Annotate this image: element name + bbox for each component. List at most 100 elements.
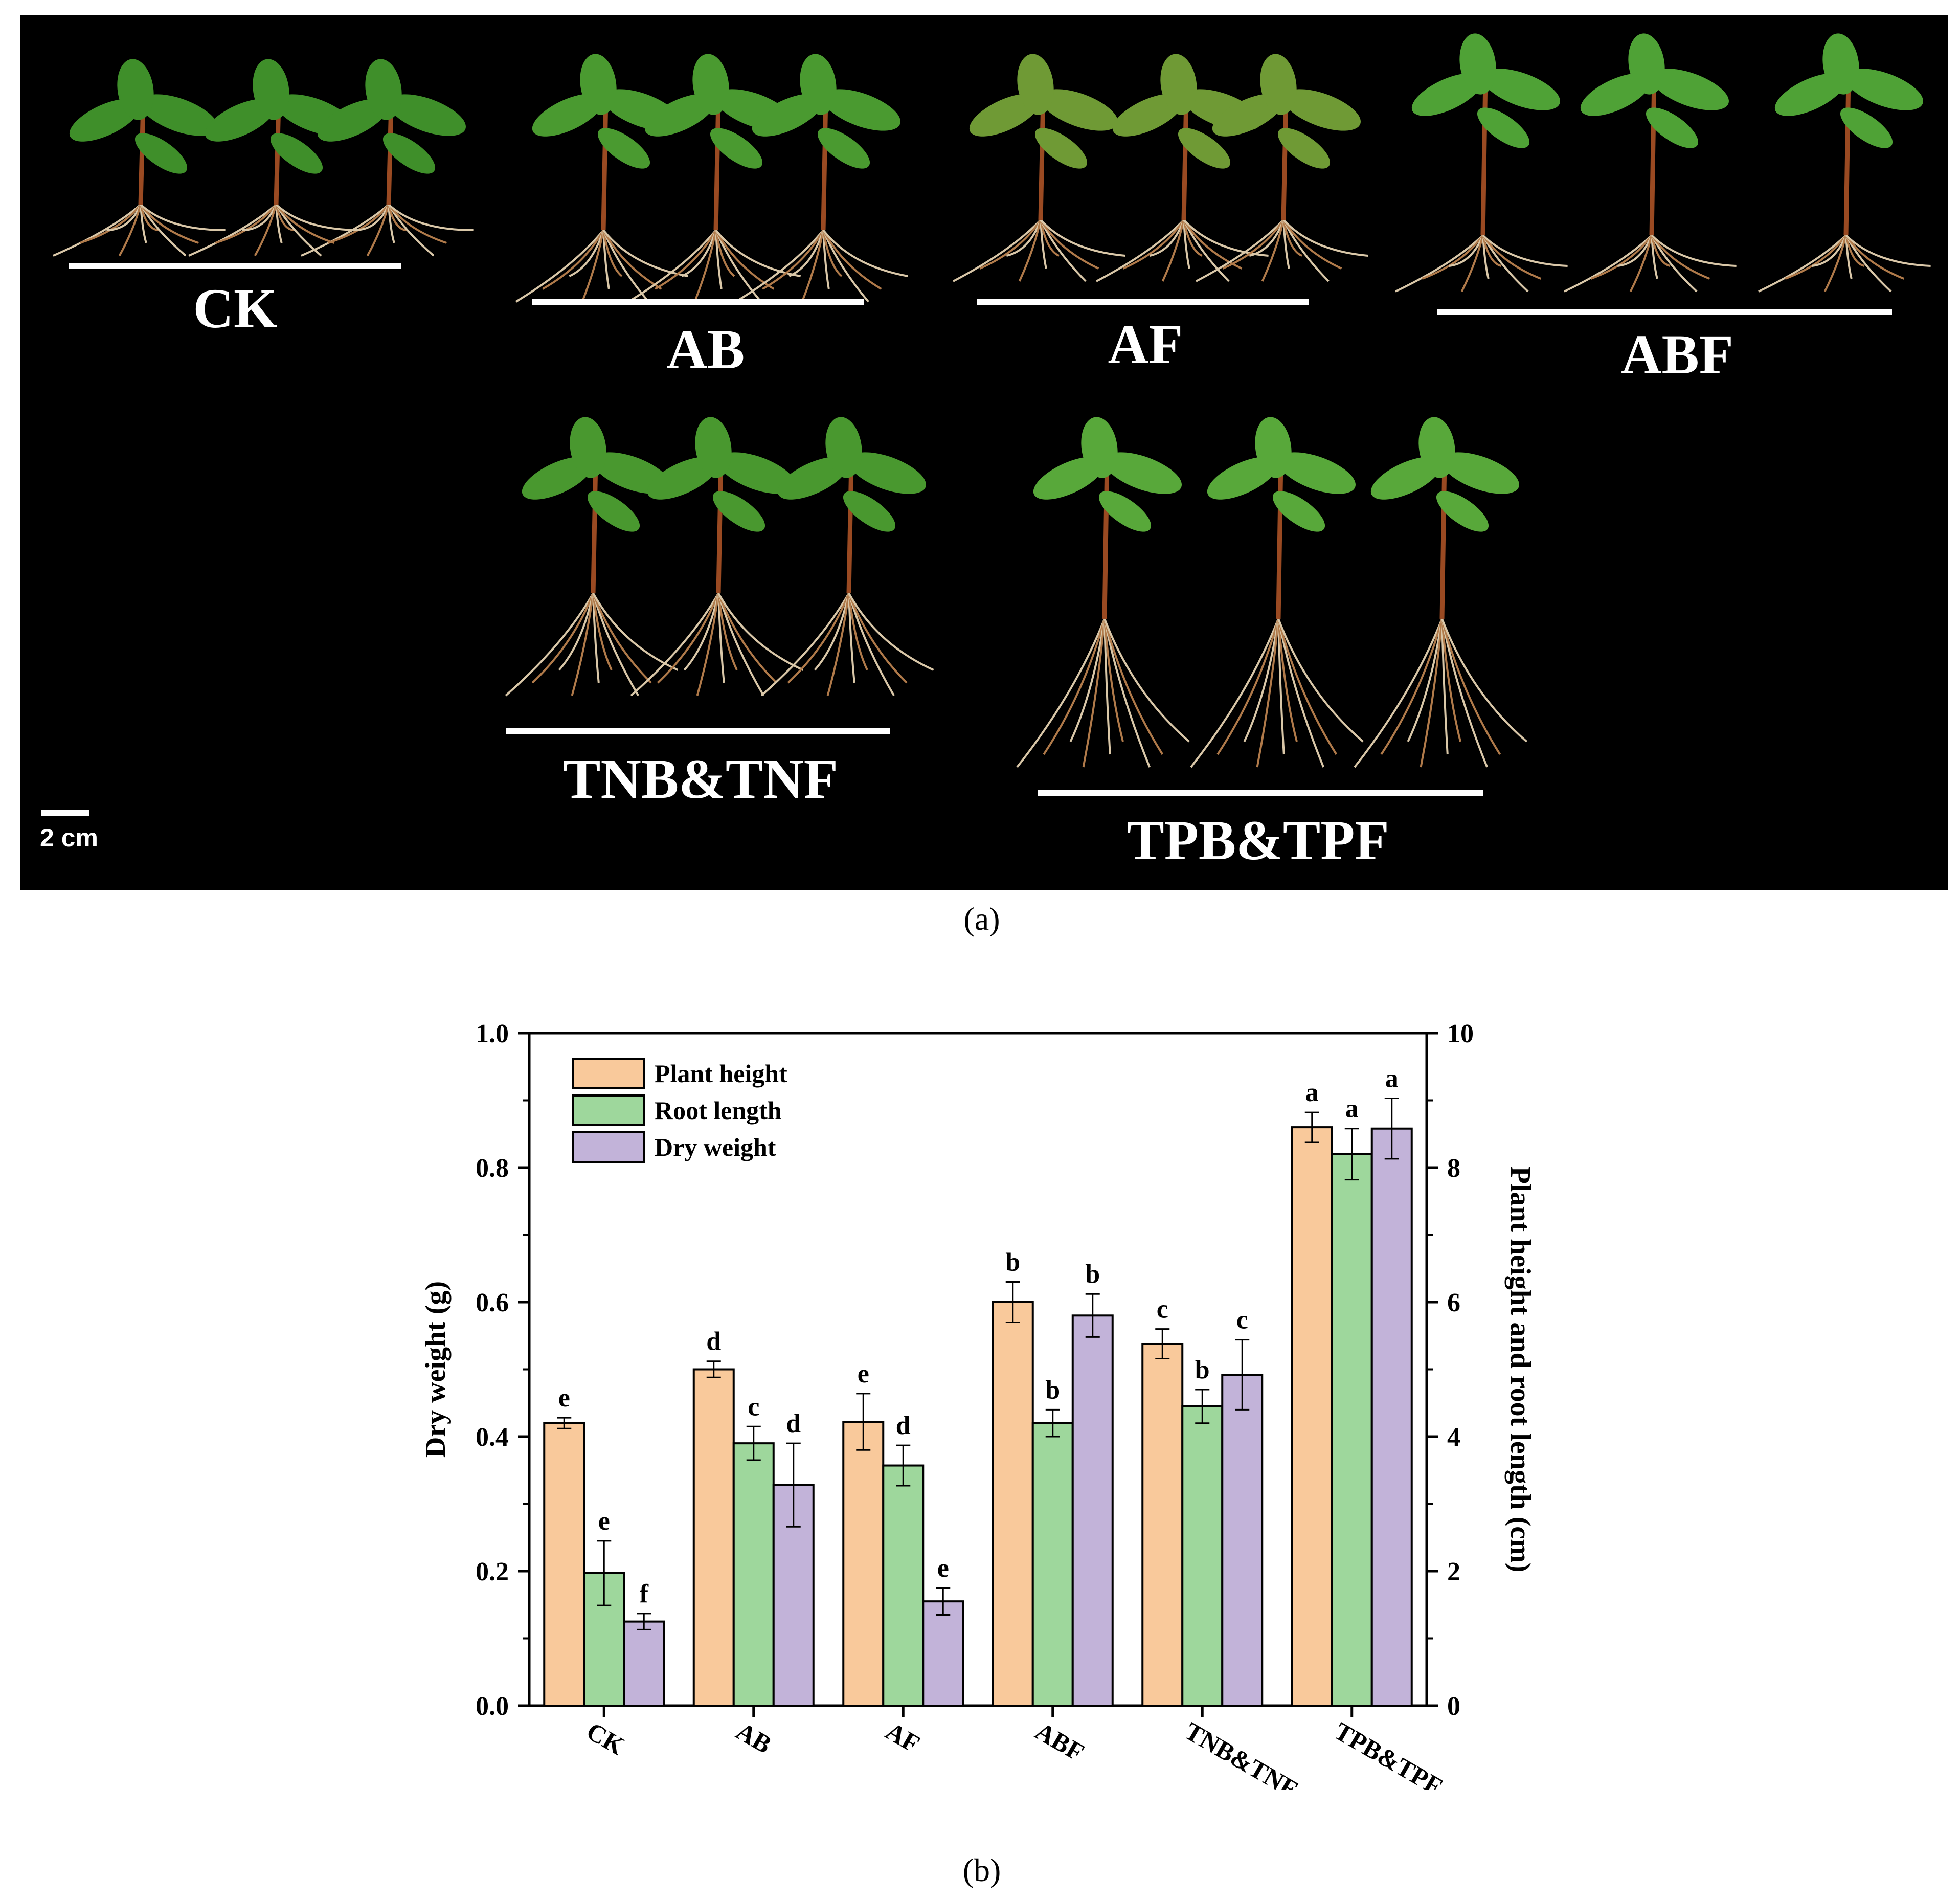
plant-leaf [1436, 491, 1489, 532]
plant-root [542, 230, 604, 290]
plant-root [1282, 219, 1342, 270]
plant-leaf [695, 417, 732, 478]
plant [1758, 33, 1931, 293]
plant-leaf [532, 94, 603, 137]
plant-root [140, 204, 226, 231]
plant-root [388, 204, 474, 231]
plant-root [760, 593, 850, 697]
plant-root [1422, 234, 1484, 280]
plant-leaf [1651, 69, 1729, 110]
plant-leaf [848, 452, 926, 494]
bar [623, 1620, 665, 1707]
plant-root [301, 204, 390, 257]
significance-letter: e [937, 1554, 949, 1583]
plant-stem [138, 102, 146, 205]
plant-root [1040, 219, 1125, 257]
plant-leaf [1482, 69, 1560, 110]
plant-root [1564, 234, 1653, 293]
group-label: TNB&TNF [563, 748, 838, 810]
plant-stem [846, 460, 854, 594]
plant-stem [716, 460, 724, 594]
plant-root [822, 229, 908, 277]
plant-root [717, 593, 764, 697]
caption-a: (a) [963, 901, 1000, 937]
plant [1190, 417, 1364, 768]
plant-leaf [1774, 73, 1846, 116]
group-label: ABF [1621, 323, 1733, 386]
plant [1354, 417, 1527, 768]
plant-stem [1102, 460, 1110, 619]
plant-root [1482, 234, 1542, 280]
x-tick-label: TPB&TPF [1330, 1716, 1447, 1790]
plant-leaf [1459, 33, 1496, 95]
plant-leaf [777, 457, 849, 500]
bar [1370, 1127, 1413, 1707]
plant-leaf [597, 128, 650, 169]
plant [627, 54, 801, 303]
plant-stem [1843, 76, 1851, 236]
plant-leaf [718, 452, 796, 494]
plant-stem [1649, 76, 1657, 236]
plant [1395, 33, 1568, 293]
plant-root [1785, 234, 1847, 280]
plant-stem [274, 102, 281, 205]
scale-bar-label: 2 cm [40, 823, 98, 852]
group-label: TPB&TPF [1127, 809, 1389, 871]
plant-leaf [752, 94, 823, 137]
plant-root [1845, 234, 1905, 280]
plant-leaf [710, 128, 763, 169]
left-tick-label: 0.0 [476, 1692, 509, 1721]
plant-leaf [1822, 33, 1859, 95]
plant-root [1407, 618, 1443, 742]
plant-root [655, 230, 717, 290]
plant-root [275, 204, 335, 244]
plant-leaf [692, 54, 729, 115]
plant-root [388, 204, 447, 244]
plant [505, 417, 679, 697]
bar [1141, 1343, 1184, 1707]
plant-leaf [1017, 54, 1054, 115]
bar-chart: 0.0 0.2 0.4 0.6 0.8 1.0 0 2 4 6 8 10 Dry weight (g) P… [420, 1019, 1536, 1790]
plant-leaf [843, 491, 896, 532]
group-label: AF [1108, 313, 1183, 375]
plant-root [1103, 618, 1190, 743]
plant-stem [1181, 97, 1189, 220]
legend-label: Plant height [655, 1059, 787, 1088]
plant-root [717, 593, 738, 670]
plant [1196, 54, 1368, 282]
legend-swatch [572, 1094, 645, 1126]
plant-root [1040, 219, 1060, 257]
plant-leaf [117, 59, 154, 120]
plant-root [953, 219, 1042, 282]
plant-root [53, 204, 142, 257]
plant-root [735, 229, 824, 303]
plant-root [1043, 618, 1106, 755]
plant-root [1590, 234, 1653, 280]
plant-root [1183, 219, 1203, 257]
plant-leaf [969, 94, 1041, 137]
plant-root [1395, 234, 1484, 293]
plant-root [683, 593, 719, 671]
plant-root [979, 219, 1042, 270]
plant-root [515, 229, 604, 303]
bar [1031, 1422, 1074, 1707]
plant-root [140, 204, 160, 231]
plant-photo-drawing: CK AB AF ABF TNB&TNF TPB&TPF 2 cm [40, 33, 1931, 871]
plant-root [715, 230, 735, 277]
plant-group-5: TPB&TPF [1016, 417, 1527, 871]
right-tick-label: 6 [1447, 1288, 1460, 1317]
plant-root [693, 230, 717, 302]
plant-leaf [1160, 54, 1197, 115]
left-tick-label: 0.4 [476, 1423, 509, 1452]
plant-root [1277, 618, 1325, 768]
significance-letter: b [1085, 1260, 1100, 1289]
right-tick-label: 0 [1447, 1692, 1460, 1721]
plant-root [848, 593, 868, 670]
significance-letter: e [598, 1507, 610, 1536]
plant-root [848, 593, 855, 683]
legend-swatch [572, 1131, 645, 1163]
plant-leaf [800, 54, 837, 115]
plant-root [1082, 618, 1106, 768]
plant-root [826, 593, 850, 696]
plant-leaf [1845, 69, 1923, 110]
